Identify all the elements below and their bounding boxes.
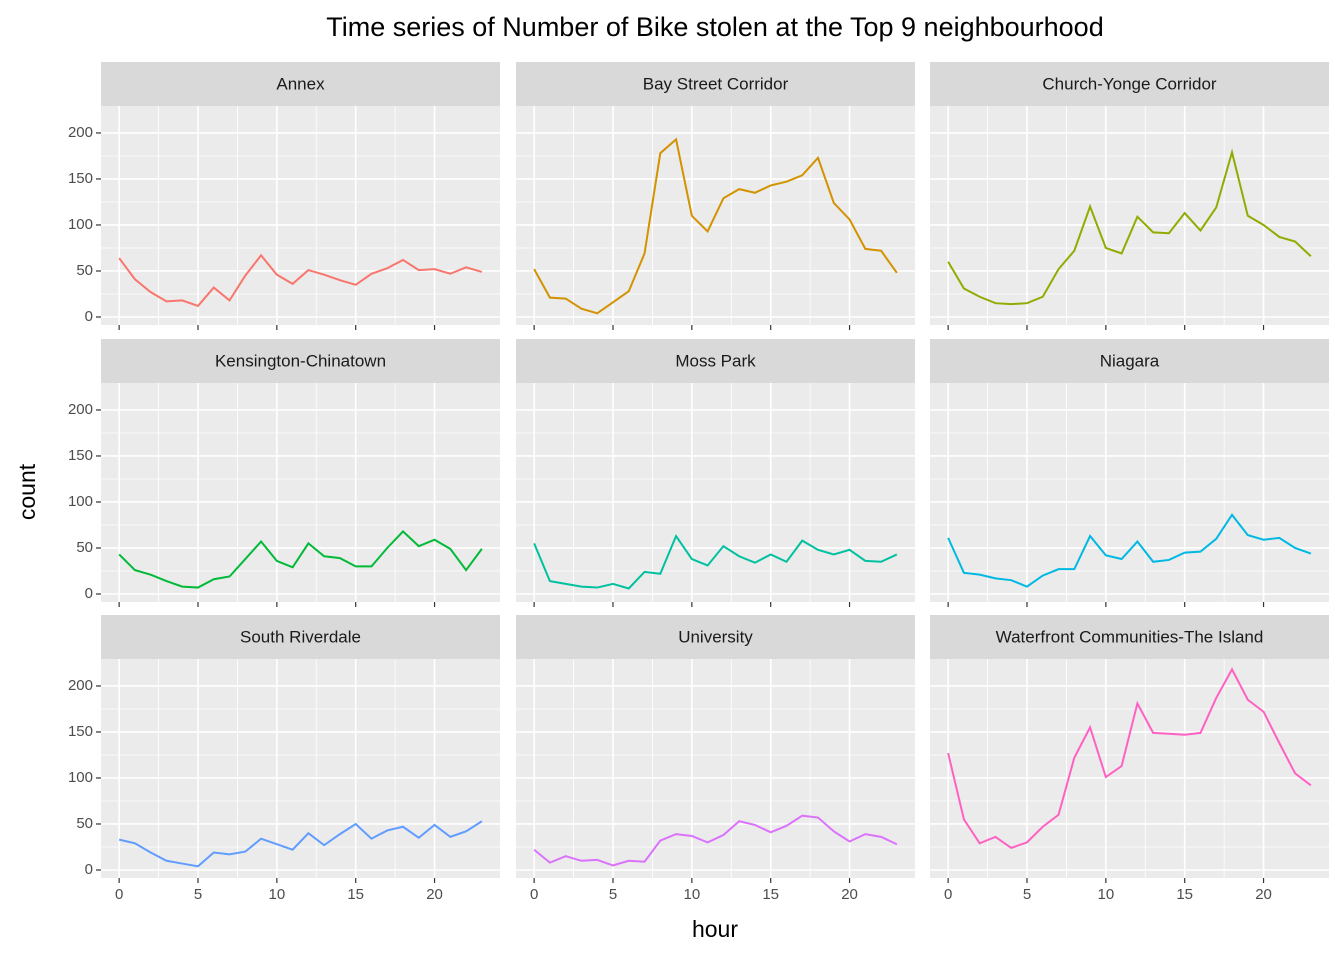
- y-tick-label: 50: [76, 262, 93, 279]
- x-tick-label: 5: [194, 886, 202, 903]
- strip-label: Church-Yonge Corridor: [1042, 74, 1217, 93]
- panel: [101, 659, 500, 878]
- panel: [930, 106, 1329, 325]
- y-tick-label: 200: [68, 124, 93, 141]
- strip-label: Annex: [276, 74, 325, 93]
- x-tick-label: 15: [762, 886, 779, 903]
- y-tick-label: 0: [85, 308, 93, 325]
- x-tick-label: 5: [609, 886, 617, 903]
- x-tick-label: 20: [841, 886, 858, 903]
- strip-label: University: [678, 627, 753, 646]
- y-tick-label: 150: [68, 170, 93, 187]
- line: [947, 148, 1312, 306]
- x-tick-label: 15: [347, 886, 364, 903]
- x-tick-label: 15: [1176, 886, 1193, 903]
- strip: [930, 339, 1329, 383]
- line: [533, 533, 898, 590]
- x-axis-title: hour: [692, 916, 738, 942]
- strip: [930, 62, 1329, 106]
- strip: [101, 339, 500, 383]
- y-tick-label: 100: [68, 769, 93, 786]
- y-tick-label: 200: [68, 677, 93, 694]
- line: [118, 820, 483, 868]
- x-tick-label: 0: [530, 886, 538, 903]
- panel: [930, 659, 1329, 878]
- strip: [516, 62, 915, 106]
- x-tick-label: 10: [269, 886, 286, 903]
- strip-label: Moss Park: [675, 351, 756, 370]
- x-tick-label: 0: [944, 886, 952, 903]
- strip-label: Bay Street Corridor: [643, 74, 789, 93]
- y-tick-label: 100: [68, 493, 93, 510]
- y-tick-label: 50: [76, 539, 93, 556]
- strip-label: South Riverdale: [240, 627, 361, 646]
- strip: [930, 615, 1329, 659]
- panel: [516, 383, 915, 602]
- y-tick-label: 200: [68, 401, 93, 418]
- strip: [516, 339, 915, 383]
- line: [118, 253, 483, 308]
- x-tick-label: 10: [1098, 886, 1115, 903]
- chart-title: Time series of Number of Bike stolen at …: [326, 12, 1103, 42]
- x-tick-label: 20: [426, 886, 443, 903]
- y-tick-label: 0: [85, 585, 93, 602]
- line: [533, 137, 898, 315]
- x-tick-label: 10: [684, 886, 701, 903]
- strip-label: Niagara: [1100, 351, 1160, 370]
- x-tick-label: 20: [1255, 886, 1272, 903]
- line: [947, 667, 1312, 850]
- y-tick-label: 50: [76, 815, 93, 832]
- strip: [101, 615, 500, 659]
- y-tick-label: 100: [68, 216, 93, 233]
- line: [947, 513, 1312, 588]
- y-tick-label: 150: [68, 447, 93, 464]
- strip: [516, 615, 915, 659]
- panel: [101, 106, 500, 325]
- strip-label: Kensington-Chinatown: [215, 351, 386, 370]
- strip: [101, 62, 500, 106]
- y-axis-title: count: [14, 463, 40, 520]
- panel: [101, 383, 500, 602]
- x-tick-label: 5: [1023, 886, 1031, 903]
- y-tick-label: 0: [85, 861, 93, 878]
- line: [533, 814, 898, 867]
- panel: [930, 383, 1329, 602]
- x-tick-label: 0: [115, 886, 123, 903]
- panel: [516, 659, 915, 878]
- y-tick-label: 150: [68, 723, 93, 740]
- line: [118, 530, 483, 589]
- strip-label: Waterfront Communities-The Island: [996, 627, 1264, 646]
